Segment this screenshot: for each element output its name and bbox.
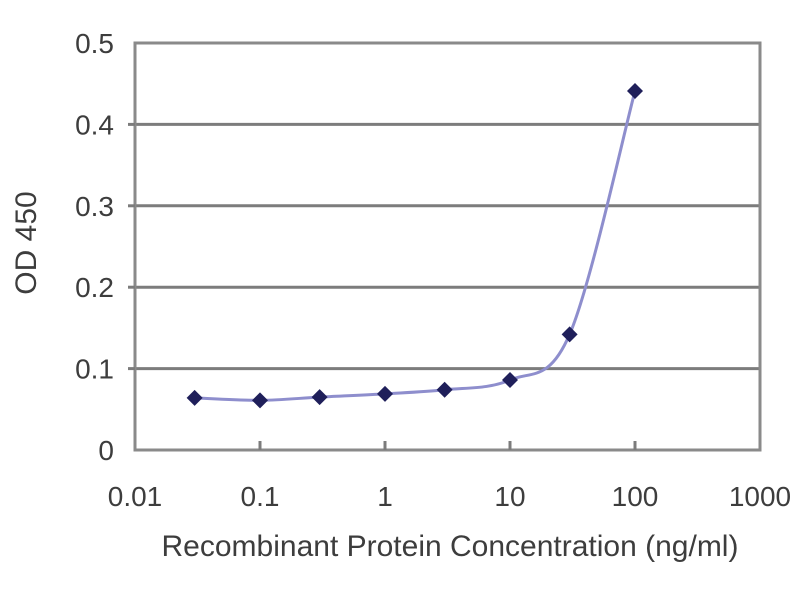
x-axis-title: Recombinant Protein Concentration (ng/ml… [162,530,739,563]
x-tick-label: 10 [494,481,525,512]
x-tick-label: 1 [377,481,393,512]
gridlines [135,122,760,371]
data-point-marker [436,381,453,398]
data-point-marker [186,389,203,406]
data-point-marker [252,392,268,409]
frame-rect [133,41,762,452]
y-tick-label: 0 [98,435,114,466]
data-point-marker [627,83,643,100]
y-tick-label: 0.2 [75,272,114,303]
x-tick-label: 0.01 [108,481,163,512]
plot-frame [133,41,762,452]
data-point-marker [561,326,578,343]
axis-tick-marks [128,122,637,450]
data-point-marker [502,371,518,388]
y-tick-label: 0.1 [75,354,114,385]
x-tick-label: 100 [612,481,659,512]
x-tick-label: 0.1 [241,481,280,512]
data-point-marker [311,389,328,406]
y-tick-label: 0.4 [75,109,114,140]
x-axis-tick-labels: 0.01 0.1 1 10 100 1000 [108,481,791,512]
data-series [186,83,643,409]
x-tick-label: 1000 [729,481,791,512]
y-axis-tick-labels: 0 0.1 0.2 0.3 0.4 0.5 [75,28,114,466]
y-axis-title: OD 450 [10,191,43,294]
data-point-marker [377,385,393,402]
y-tick-label: 0.5 [75,28,114,59]
series-line [193,89,637,402]
y-tick-label: 0.3 [75,191,114,222]
